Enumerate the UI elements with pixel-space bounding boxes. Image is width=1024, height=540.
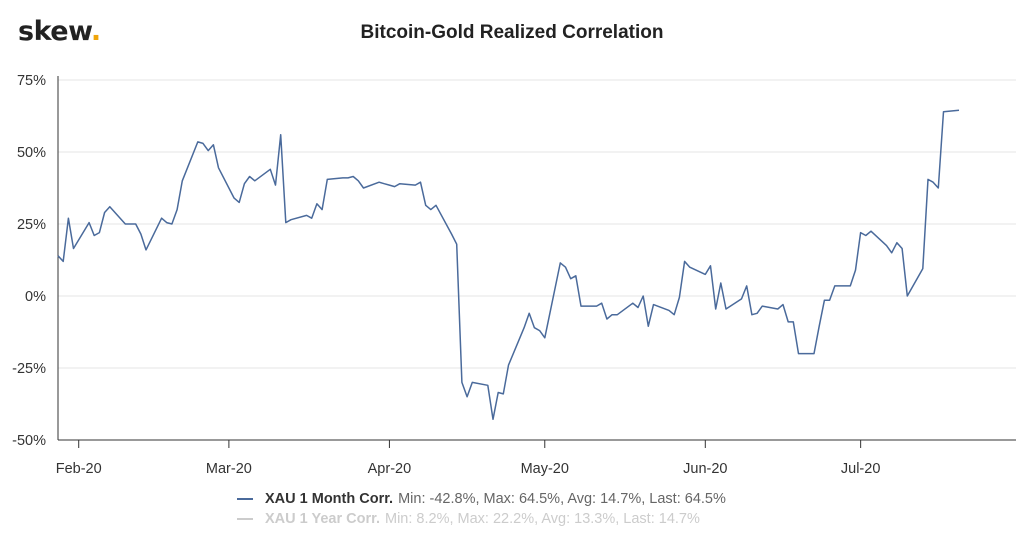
legend-series-stats: Min: 8.2%, Max: 22.2%, Avg: 13.3%, Last:… — [385, 511, 700, 527]
x-tick-label: Apr-20 — [368, 461, 412, 477]
y-tick-label: -50% — [12, 433, 46, 449]
chart-title: Bitcoin-Gold Realized Correlation — [360, 22, 664, 43]
x-tick-label: Jun-20 — [683, 461, 727, 477]
y-tick-label: 25% — [17, 217, 46, 233]
legend-series-name: XAU 1 Month Corr. — [265, 491, 394, 507]
logo-text: skew — [18, 16, 91, 47]
legend-item-xau-1-month[interactable]: XAU 1 Month Corr. Min: -42.8%, Max: 64.5… — [237, 489, 726, 509]
x-tick-label: Mar-20 — [206, 461, 252, 477]
chart-legend: XAU 1 Month Corr. Min: -42.8%, Max: 64.5… — [237, 489, 726, 529]
legend-item-xau-1-year[interactable]: XAU 1 Year Corr. Min: 8.2%, Max: 22.2%, … — [237, 509, 726, 529]
x-tick-label: Jul-20 — [841, 461, 881, 477]
y-tick-label: 75% — [17, 73, 46, 89]
legend-series-stats: Min: -42.8%, Max: 64.5%, Avg: 14.7%, Las… — [398, 491, 726, 507]
correlation-chart: -50% -25% 0% 25% 50% 75% Feb-20 Mar-20 Apr-20 May… — [12, 73, 1016, 477]
legend-series-name: XAU 1 Year Corr. — [265, 511, 380, 527]
y-tick-label: -25% — [12, 361, 46, 377]
y-tick-label: 0% — [25, 289, 46, 305]
y-tick-label: 50% — [17, 145, 46, 161]
legend-swatch-1-year — [237, 518, 253, 520]
x-tick-label: Feb-20 — [56, 461, 102, 477]
x-tick-label: May-20 — [521, 461, 569, 477]
series-line-xau-1-month — [57, 109, 960, 421]
legend-swatch-1-month — [237, 498, 253, 500]
skew-logo: skew. — [18, 16, 101, 47]
logo-dot: . — [90, 16, 101, 47]
